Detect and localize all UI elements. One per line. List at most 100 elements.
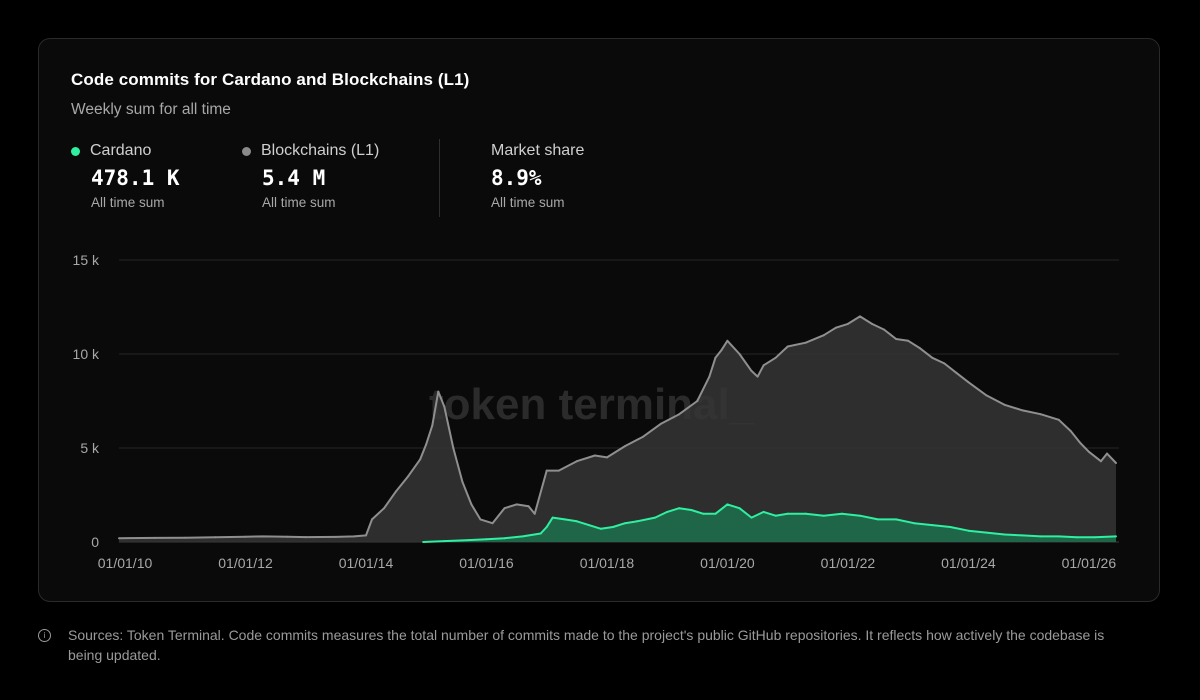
- y-tick-label: 10 k: [73, 346, 100, 362]
- data-point-blockchains-l1: [286, 535, 289, 538]
- data-point-blockchains-l1: [624, 445, 626, 448]
- data-point-blockchains-l1: [431, 424, 434, 427]
- data-point-cardano: [545, 526, 548, 528]
- cardano-dot-icon: [71, 146, 80, 156]
- data-point-blockchains-l1: [762, 364, 765, 367]
- data-point-cardano: [467, 539, 470, 542]
- data-point-cardano: [636, 520, 639, 523]
- chart-subtitle: Weekly sum for all time: [71, 101, 231, 118]
- data-point-cardano: [840, 512, 843, 515]
- data-point-blockchains-l1: [452, 447, 455, 449]
- data-point-cardano: [521, 535, 524, 538]
- data-point-blockchains-l1: [774, 356, 777, 359]
- info-icon: i: [38, 629, 51, 642]
- data-point-cardano: [539, 532, 542, 535]
- data-point-blockchains-l1: [985, 394, 988, 397]
- data-point-blockchains-l1: [1115, 462, 1117, 464]
- y-tick-label: 5 k: [80, 440, 100, 456]
- data-point-cardano: [485, 538, 488, 541]
- x-tick-label: 01/01/26: [1062, 555, 1117, 571]
- data-point-blockchains-l1: [154, 536, 157, 539]
- data-point-blockchains-l1: [184, 536, 187, 539]
- stat-blockchains-label: Blockchains (L1): [261, 142, 380, 159]
- data-point-cardano: [666, 510, 669, 513]
- data-point-cardano: [1093, 536, 1096, 539]
- data-point-cardano: [678, 507, 681, 510]
- data-point-blockchains-l1: [503, 507, 506, 510]
- data-point-blockchains-l1: [545, 469, 548, 472]
- data-point-blockchains-l1: [383, 507, 386, 510]
- data-point-blockchains-l1: [479, 518, 482, 521]
- data-point-blockchains-l1: [895, 338, 898, 340]
- data-point-blockchains-l1: [593, 454, 596, 457]
- data-point-cardano: [702, 512, 705, 515]
- data-point-blockchains-l1: [575, 460, 578, 463]
- stat-blockchains[interactable]: Blockchains (L1) 5.4 M All time sum: [242, 142, 379, 210]
- commits-area-chart[interactable]: token terminal_ 05 k10 k15 k01/01/10 01/0…: [39, 39, 1159, 601]
- stat-market-share-sub: All time sum: [491, 195, 565, 210]
- data-point-blockchains-l1: [437, 390, 440, 393]
- data-point-blockchains-l1: [678, 413, 681, 416]
- data-point-cardano: [762, 510, 765, 513]
- data-point-cardano: [859, 514, 861, 517]
- data-point-cardano: [563, 518, 566, 521]
- x-tick-label: 01/01/16: [459, 555, 514, 571]
- data-point-cardano: [822, 514, 825, 517]
- data-point-cardano: [774, 514, 777, 517]
- data-point-blockchains-l1: [846, 322, 849, 325]
- data-point-cardano: [985, 531, 988, 534]
- data-point-cardano: [714, 512, 717, 515]
- data-point-cardano: [587, 524, 590, 527]
- stats-divider: [439, 139, 440, 217]
- stat-cardano[interactable]: Cardano 478.1 K All time sum: [71, 142, 180, 210]
- stat-market-share-label: Market share: [491, 142, 585, 159]
- x-tick-label: 01/01/22: [821, 555, 876, 571]
- x-tick-label: 01/01/12: [218, 555, 273, 571]
- data-point-blockchains-l1: [214, 536, 217, 539]
- stat-market-share-value: 8.9%: [491, 166, 542, 190]
- data-point-cardano: [877, 518, 879, 521]
- footnote-text: Sources: Token Terminal. Code commits me…: [68, 627, 1105, 663]
- x-tick-label: 01/01/24: [941, 555, 996, 571]
- stat-blockchains-sub: All time sum: [262, 195, 336, 210]
- stat-cardano-label: Cardano: [90, 142, 152, 159]
- data-point-cardano: [503, 537, 506, 540]
- series-area-cardano: [423, 504, 1116, 542]
- data-point-blockchains-l1: [262, 535, 265, 538]
- data-point-blockchains-l1: [1078, 441, 1081, 444]
- blockchains-dot-icon: [242, 146, 251, 156]
- data-point-blockchains-l1: [720, 349, 723, 352]
- data-point-blockchains-l1: [533, 512, 536, 515]
- data-point-cardano: [690, 509, 693, 511]
- data-point-blockchains-l1: [738, 353, 741, 355]
- data-point-blockchains-l1: [726, 339, 729, 342]
- data-point-cardano: [624, 522, 626, 525]
- y-tick-label: 15 k: [73, 252, 100, 268]
- x-tick-label: 01/01/20: [700, 555, 755, 571]
- chart-axes: 0 5 k 10 k 15 k 01/01/10 01/01/12 01/01/14 01/0…: [73, 252, 1117, 571]
- data-point-blockchains-l1: [642, 435, 645, 438]
- data-point-cardano: [738, 507, 741, 510]
- x-tick-label: 01/01/18: [580, 555, 635, 571]
- data-point-blockchains-l1: [871, 322, 873, 325]
- data-point-blockchains-l1: [407, 475, 410, 478]
- data-point-blockchains-l1: [470, 503, 473, 506]
- data-point-blockchains-l1: [696, 400, 699, 402]
- data-point-blockchains-l1: [304, 536, 307, 539]
- data-point-blockchains-l1: [750, 369, 753, 372]
- chart-title: Code commits for Cardano and Blockchains…: [71, 70, 470, 89]
- data-point-cardano: [1057, 535, 1060, 538]
- stat-cardano-value: 478.1 K: [91, 166, 180, 190]
- series-area-blockchains-l1: [119, 316, 1116, 542]
- data-point-blockchains-l1: [1057, 418, 1060, 421]
- data-point-blockchains-l1: [1106, 452, 1108, 455]
- data-point-cardano: [931, 524, 934, 527]
- data-point-blockchains-l1: [371, 518, 373, 521]
- data-point-blockchains-l1: [425, 443, 428, 446]
- data-point-cardano: [575, 520, 578, 523]
- data-point-cardano: [612, 526, 614, 528]
- data-point-blockchains-l1: [756, 375, 759, 378]
- data-point-cardano: [895, 518, 898, 521]
- chart-series: [118, 315, 1117, 543]
- data-point-blockchains-l1: [557, 469, 560, 472]
